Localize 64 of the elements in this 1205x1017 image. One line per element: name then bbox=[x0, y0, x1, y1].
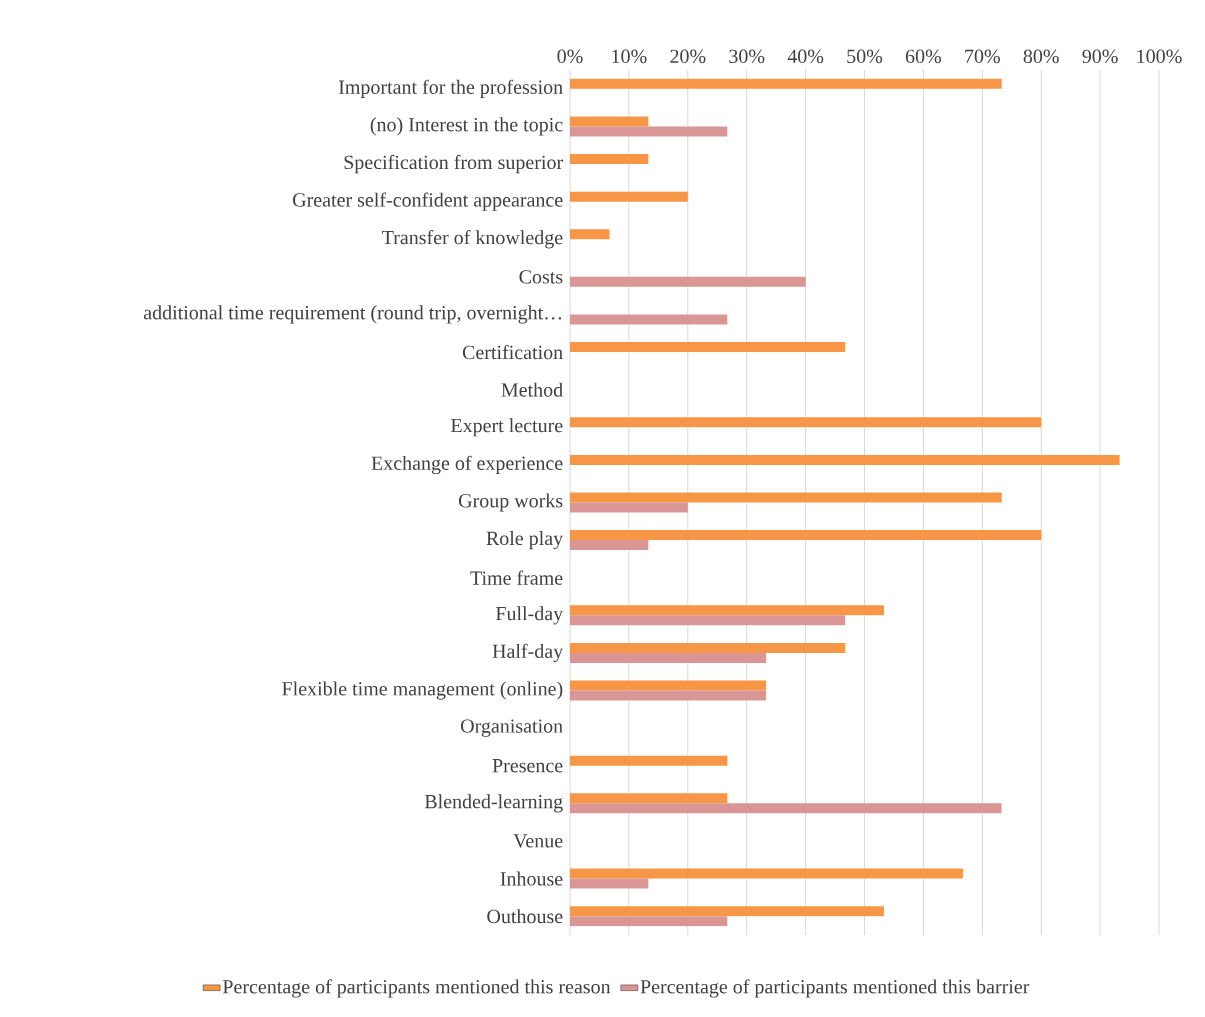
bar bbox=[570, 229, 610, 240]
y-tick-label: Certification bbox=[462, 344, 563, 360]
bar bbox=[570, 530, 1042, 541]
x-tick-label: 100% bbox=[1137, 49, 1182, 64]
x-tick-label: 80% bbox=[1023, 49, 1059, 64]
y-tick-label: Costs bbox=[519, 270, 563, 284]
x-tick-label: 60% bbox=[905, 49, 942, 64]
bar bbox=[570, 154, 649, 165]
bar bbox=[570, 906, 884, 917]
bar bbox=[570, 878, 649, 889]
bar bbox=[570, 191, 688, 202]
y-tick-label: (no) Interest in the topic bbox=[370, 117, 563, 136]
x-tick-label: 10% bbox=[612, 49, 647, 64]
bar bbox=[570, 652, 767, 663]
x-tick-label: 0% bbox=[557, 49, 583, 64]
y-tick-label: Blended-learning bbox=[424, 794, 563, 813]
y-tick-label: Half-day bbox=[492, 643, 564, 663]
bar bbox=[570, 868, 963, 879]
bar bbox=[570, 755, 728, 766]
bar bbox=[570, 605, 884, 616]
y-tick-label: Outhouse bbox=[487, 909, 563, 924]
bar bbox=[570, 454, 1120, 465]
y-tick-label: Inhouse bbox=[500, 871, 563, 886]
y-tick-label: Organisation bbox=[461, 719, 563, 737]
bar bbox=[570, 126, 728, 137]
bar bbox=[570, 492, 1002, 503]
bar bbox=[570, 793, 728, 804]
bar bbox=[570, 540, 649, 551]
legend-label: Percentage of participants mentioned this barrier bbox=[640, 979, 1030, 998]
x-tick-label: 50% bbox=[847, 49, 883, 64]
y-tick-label: Exchange of experience bbox=[371, 455, 563, 475]
bar bbox=[570, 690, 767, 701]
y-tick-label: Transfer of knowledge bbox=[382, 230, 563, 249]
y-tick-label: Greater self-confident appearance bbox=[293, 192, 563, 211]
y-tick-label: Presence bbox=[492, 759, 563, 773]
x-tick-label: 90% bbox=[1082, 49, 1118, 64]
y-tick-label: Role play bbox=[486, 531, 564, 550]
y-tick-label: Time frame bbox=[470, 570, 563, 585]
bar bbox=[570, 342, 846, 353]
bar bbox=[570, 680, 767, 691]
x-tick-label: 70% bbox=[965, 49, 1000, 64]
y-tick-label: Important for the profession bbox=[338, 79, 563, 98]
bar bbox=[570, 642, 846, 653]
y-tick-label: Expert lecture bbox=[451, 418, 563, 437]
bar bbox=[570, 314, 728, 325]
x-tick-label: 30% bbox=[729, 49, 765, 64]
y-tick-label: Method bbox=[501, 382, 563, 397]
bar bbox=[570, 916, 728, 927]
y-tick-label: additional time requirement (round trip, overnight… bbox=[143, 305, 562, 324]
bar bbox=[570, 803, 1002, 814]
y-tick-label: Full-day bbox=[495, 606, 564, 625]
x-tick-label: 20% bbox=[670, 49, 706, 64]
bar bbox=[570, 502, 688, 513]
legend-label: Percentage of participants mentioned this reason bbox=[222, 979, 611, 998]
bar bbox=[570, 615, 846, 626]
y-tick-label: Group works bbox=[458, 493, 563, 512]
bar bbox=[570, 116, 649, 127]
x-tick-label: 40% bbox=[787, 49, 824, 64]
bar bbox=[570, 276, 806, 287]
bar bbox=[570, 417, 1042, 428]
y-tick-label: Venue bbox=[513, 834, 563, 848]
y-tick-label: Flexible time management (online) bbox=[282, 681, 563, 700]
y-tick-label: Specification from superior bbox=[344, 154, 563, 174]
bar bbox=[570, 78, 1002, 89]
